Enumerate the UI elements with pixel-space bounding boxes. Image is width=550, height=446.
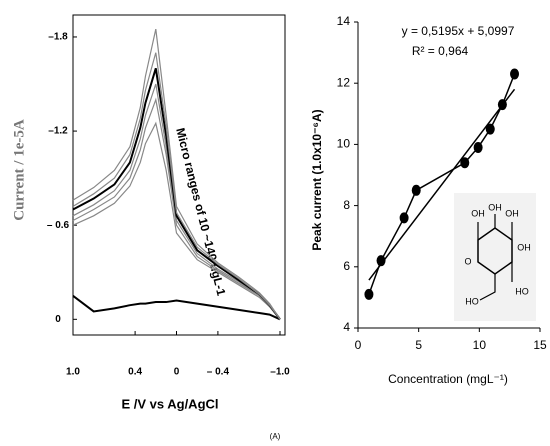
y-tick-label: 6	[343, 259, 350, 273]
point	[473, 141, 483, 153]
atom-label: OH	[488, 202, 502, 212]
x-tick-label: – 0.4	[207, 367, 230, 378]
point	[497, 99, 507, 111]
atom-label: O	[464, 256, 471, 266]
x-tick-label: 10	[473, 338, 487, 352]
cv-curve	[72, 68, 281, 320]
fit-equation: y = 0,5195x + 5,0997	[402, 24, 515, 38]
x-tick-label: 0.4	[128, 367, 142, 378]
atom-label: HO	[465, 296, 479, 306]
fit-line	[368, 88, 516, 281]
x-tick-label: 1.0	[66, 367, 80, 378]
x-tick-label: 15	[533, 338, 547, 352]
x-tick-label: 5	[415, 338, 422, 352]
x-axis-label: Concentration (mgL⁻¹)	[388, 372, 508, 386]
point	[411, 184, 421, 196]
y-tick-label: 10	[337, 137, 351, 151]
y-tick-label: 14	[337, 14, 351, 28]
cv-curve	[72, 83, 281, 320]
y-tick-label: 8	[343, 198, 350, 212]
point	[460, 157, 470, 169]
cv-curve	[72, 28, 281, 320]
cv-curve	[72, 52, 281, 320]
r-squared: R² = 0,964	[412, 44, 469, 58]
bonds	[477, 214, 513, 301]
x-tick-label: 0	[174, 367, 180, 378]
glucose-structure: OH OH O OH HO HO OH	[454, 193, 536, 321]
y-tick-label: 0	[55, 314, 61, 325]
y-tick-label: –1.8	[48, 32, 68, 43]
cv-curve	[72, 121, 281, 320]
point	[364, 288, 374, 300]
atom-label: HO	[515, 286, 529, 296]
x-tick-label: 0	[355, 338, 362, 352]
y-tick-label: –1.2	[48, 126, 68, 137]
atom-label: OH	[471, 208, 485, 218]
y-tick-label: – 0.6	[47, 220, 70, 231]
y-axis-label: Peak current (1.0x10⁻⁶A)	[310, 109, 324, 250]
point	[399, 212, 409, 224]
point	[510, 68, 520, 80]
plot-frame	[72, 14, 286, 336]
x-tick-label: –1.0	[270, 367, 290, 378]
point	[376, 255, 386, 267]
y-axis-label: Current / 1e-5A	[11, 119, 27, 221]
atom-label: OH	[505, 208, 519, 218]
caption: (A)	[270, 432, 281, 441]
y-tick-label: 4	[343, 320, 350, 334]
x-axis-label: E /V vs Ag/AgCl	[121, 396, 218, 411]
y-tick-label: 12	[337, 75, 351, 89]
cv-curve	[72, 294, 281, 321]
point	[485, 123, 495, 135]
atom-label: OH	[517, 242, 531, 252]
